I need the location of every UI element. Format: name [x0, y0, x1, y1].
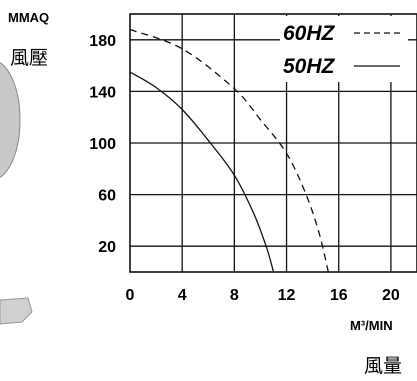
- fan-stand-image: [0, 298, 32, 324]
- x-axis-label: 風量: [364, 355, 402, 377]
- x-tick-labels: 0 4 8 12 16 20: [126, 287, 400, 304]
- y-tick-label-180: 180: [89, 33, 116, 50]
- y-tick-label-60: 60: [98, 188, 116, 205]
- x-tick-label-20: 20: [382, 287, 400, 304]
- y-axis-label: 風壓: [10, 47, 48, 69]
- y-tick-label-20: 20: [98, 239, 116, 256]
- series-line-50hz: [130, 72, 274, 272]
- legend: 60HZ 50HZ: [280, 16, 408, 82]
- x-tick-label-16: 16: [330, 287, 348, 304]
- x-tick-label-4: 4: [178, 287, 187, 304]
- legend-label-60hz: 60HZ: [283, 22, 336, 45]
- x-tick-label-0: 0: [126, 287, 135, 304]
- legend-label-50hz: 50HZ: [283, 55, 336, 78]
- y-tick-label-100: 100: [89, 136, 116, 153]
- x-tick-label-8: 8: [230, 287, 239, 304]
- y-tick-labels: 20 60 100 140 180: [89, 33, 116, 256]
- x-axis-unit: M³/MIN: [350, 318, 393, 333]
- y-tick-label-140: 140: [89, 84, 116, 101]
- x-tick-label-12: 12: [278, 287, 296, 304]
- y-axis-unit: MMAQ: [8, 10, 49, 25]
- fan-image: [0, 60, 20, 180]
